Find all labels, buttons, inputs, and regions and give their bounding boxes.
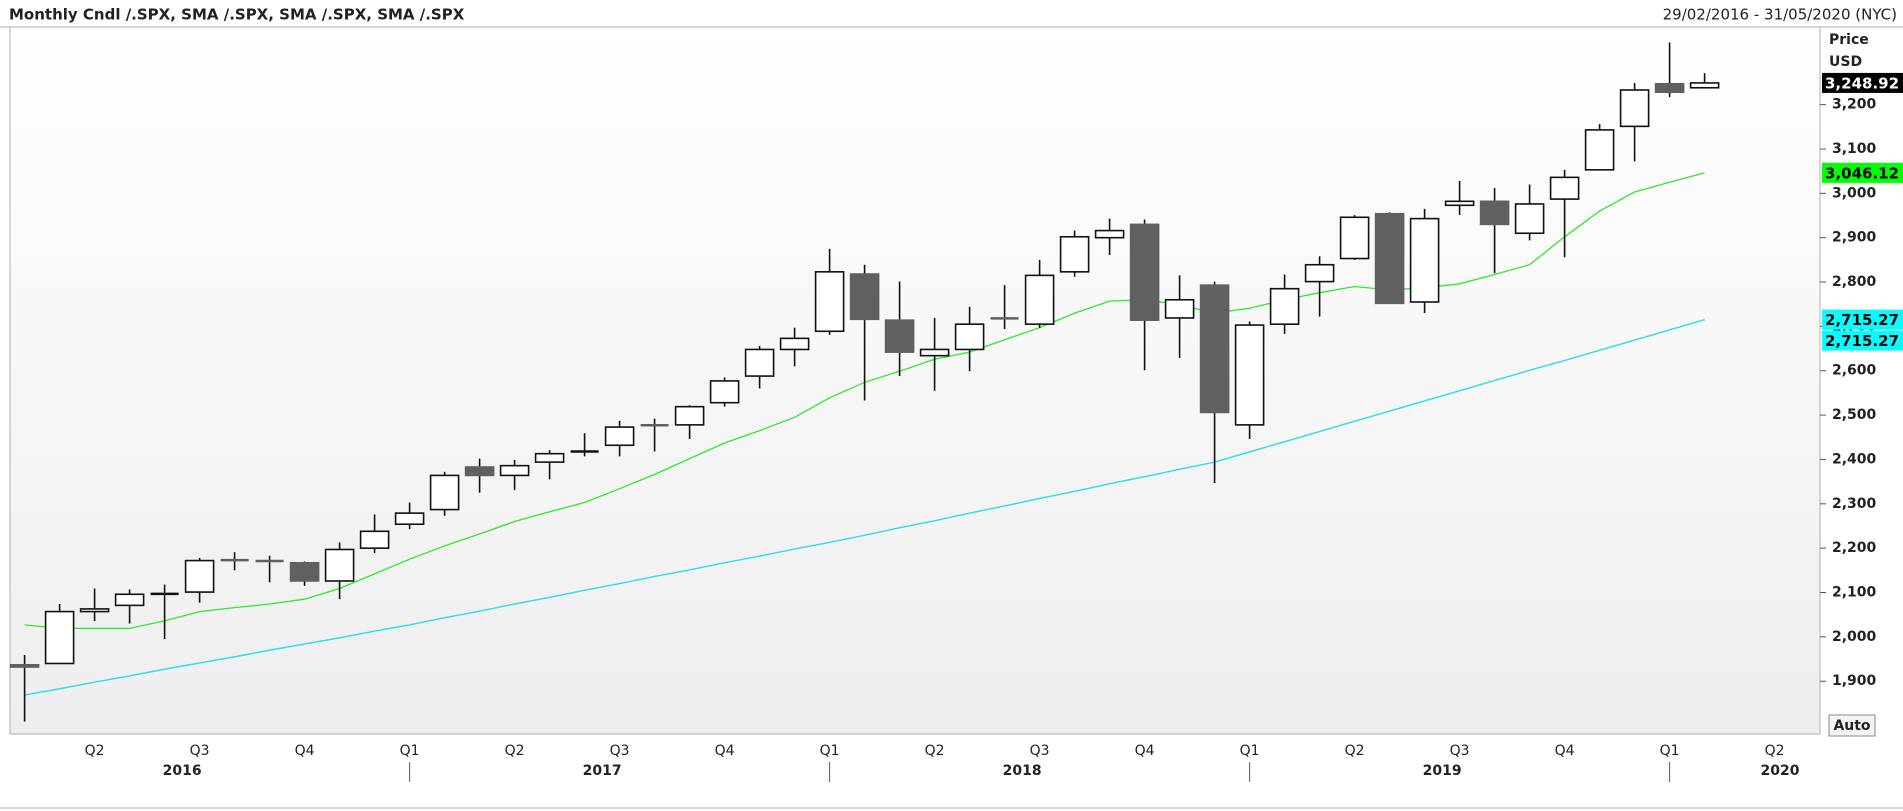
y-tick-label: 2,200 — [1832, 540, 1877, 556]
y-tick-label: 2,100 — [1832, 585, 1877, 601]
y-tick-label: 3,000 — [1832, 185, 1877, 201]
year-label: 2018 — [1003, 763, 1042, 779]
candle-body — [534, 452, 565, 463]
candle-body — [79, 608, 110, 613]
x-tick-label: Q3 — [1030, 743, 1050, 759]
candle-body — [884, 319, 915, 353]
price-label-bg — [1822, 72, 1903, 93]
candle-body — [1374, 212, 1405, 305]
candle-body — [1479, 200, 1510, 226]
year-label: 2019 — [1423, 763, 1462, 779]
candle-body — [289, 561, 320, 582]
y-tick-label: 3,200 — [1832, 97, 1877, 113]
x-tick-label: Q2 — [85, 743, 105, 759]
y-tick-label: 2,900 — [1832, 230, 1877, 246]
price-label: 3,046.12 — [1825, 164, 1899, 182]
y-tick-label: 2,400 — [1832, 451, 1877, 467]
x-tick-label: Q2 — [1345, 743, 1365, 759]
candle-body — [814, 271, 845, 333]
candle-body — [1269, 287, 1300, 325]
candle-body — [1234, 324, 1265, 426]
sma-line — [24, 318, 1705, 696]
plot-layer — [9, 42, 1720, 722]
candle-body — [919, 348, 950, 357]
year-label: 2020 — [1761, 763, 1800, 779]
candle-body — [44, 610, 75, 665]
y-tick-label: 3,100 — [1832, 141, 1877, 157]
candle-body — [604, 426, 635, 447]
candle-body — [1689, 82, 1720, 89]
candle-body — [394, 512, 425, 526]
x-tick-label: Q2 — [1765, 743, 1785, 759]
price-label: 2,715.27 — [1825, 311, 1899, 329]
auto-button-bg[interactable] — [1828, 714, 1876, 737]
price-label-bg — [1822, 330, 1903, 351]
x-tick-label: Q2 — [925, 743, 945, 759]
y-tick-label: 2,300 — [1832, 496, 1877, 512]
price-label-bg — [1822, 309, 1903, 330]
x-tick-label: Q1 — [820, 743, 840, 759]
candle-body — [499, 464, 530, 477]
candle-body — [849, 273, 880, 321]
candle-body — [1409, 217, 1440, 303]
candle-body — [1619, 89, 1650, 128]
y-axis-label: Price — [1829, 32, 1869, 48]
candle-body — [674, 405, 705, 426]
candle-body — [1024, 274, 1055, 325]
x-tick-label: Q4 — [1555, 743, 1575, 759]
price-label: 2,715.27 — [1825, 332, 1899, 350]
candle-body — [1549, 176, 1580, 200]
y-tick-label: 1,900 — [1832, 673, 1877, 689]
candle-body — [779, 337, 810, 351]
year-label: 2016 — [163, 763, 202, 779]
year-label: 2017 — [583, 763, 622, 779]
candle-body — [1199, 284, 1230, 414]
candle-body — [1059, 235, 1090, 273]
x-tick-label: Q3 — [190, 743, 210, 759]
candle-body — [429, 474, 460, 511]
candle-body — [1129, 223, 1160, 321]
y-tick-label: 2,800 — [1832, 274, 1877, 290]
candle-body — [464, 466, 495, 477]
x-tick-label: Q2 — [505, 743, 525, 759]
candle-body — [1164, 298, 1195, 319]
candle-body — [709, 380, 740, 404]
x-tick-label: Q3 — [1450, 743, 1470, 759]
candle-body — [114, 593, 145, 607]
x-tick-label: Q1 — [1660, 743, 1680, 759]
candle-body — [1094, 229, 1125, 239]
x-tick-label: Q1 — [400, 743, 420, 759]
y-tick-label: 2,600 — [1832, 363, 1877, 379]
candle-body — [1654, 82, 1685, 94]
candle-body — [1444, 200, 1475, 207]
x-tick-label: Q4 — [1135, 743, 1155, 759]
y-tick-label: 2,000 — [1832, 629, 1877, 645]
date-range: 29/02/2016 - 31/05/2020 (NYC) — [1663, 6, 1897, 24]
y-tick-label: 2,500 — [1832, 407, 1877, 423]
auto-button[interactable]: Auto — [1828, 714, 1876, 737]
candle-body — [9, 664, 40, 668]
x-tick-label: Q4 — [295, 743, 315, 759]
candle-body — [324, 548, 355, 582]
candle-body — [184, 559, 215, 593]
x-tick-label: Q1 — [1240, 743, 1260, 759]
chart-title: Monthly Cndl /.SPX, SMA /.SPX, SMA /.SPX… — [9, 6, 465, 24]
plot-area — [9, 26, 1821, 735]
price-label-bg — [1822, 162, 1903, 183]
candle-body — [1339, 216, 1370, 260]
candle-body — [954, 323, 985, 351]
candle-body — [359, 530, 390, 549]
candle-body — [1304, 263, 1335, 283]
price-label: 3,248.92 — [1825, 74, 1899, 92]
y-axis-unit: USD — [1829, 54, 1862, 70]
candle-body — [1584, 129, 1615, 171]
candle-body — [1514, 203, 1545, 235]
x-tick-label: Q3 — [610, 743, 630, 759]
candle-body — [744, 348, 775, 377]
auto-button-label[interactable]: Auto — [1833, 718, 1870, 734]
x-tick-label: Q4 — [715, 743, 735, 759]
